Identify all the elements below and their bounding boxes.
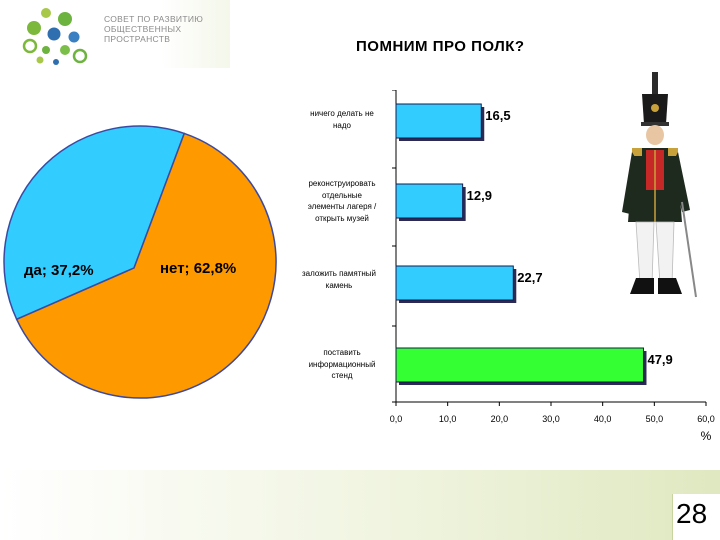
logo-dots-icon <box>22 8 88 65</box>
soldier-illustration <box>622 72 697 298</box>
category-label-line: ничего делать не <box>310 109 374 118</box>
logo-line: ПРОСТРАНСТВ <box>104 34 171 44</box>
bar <box>395 103 482 139</box>
bar <box>395 183 464 219</box>
category-label-line: элементы лагеря / <box>307 202 377 211</box>
category-label-line: информационный <box>308 359 376 369</box>
category-label-line: отдельные <box>322 190 362 200</box>
bar-value-label: 47,9 <box>647 352 672 367</box>
category-label: реконструировать отдельные элементы лаге… <box>287 178 397 224</box>
x-tick-label: 10,0 <box>439 414 457 424</box>
logo-text: СОВЕТ ПО РАЗВИТИЮ ОБЩЕСТВЕННЫХ ПРОСТРАНС… <box>104 14 224 44</box>
pie-chart <box>3 125 277 399</box>
bar-value-label: 22,7 <box>517 270 542 285</box>
logo-area: СОВЕТ ПО РАЗВИТИЮ ОБЩЕСТВЕННЫХ ПРОСТРАНС… <box>0 0 230 68</box>
logo-line: ОБЩЕСТВЕННЫХ <box>104 24 182 34</box>
x-axis-label: % <box>701 429 712 443</box>
x-tick-label: 0,0 <box>390 414 403 424</box>
x-tick-label: 50,0 <box>646 414 664 424</box>
page-number: 28 <box>676 498 708 529</box>
category-label-line: надо <box>333 120 351 130</box>
pie-slice-yes <box>3 125 186 321</box>
category-label-line: поставить <box>323 348 361 357</box>
category-label: ничего делать не надо <box>287 108 397 131</box>
page-title: ПОМНИМ ПРО ПОЛК? <box>356 38 525 55</box>
category-label-line: реконструировать <box>308 179 376 188</box>
x-tick-label: 20,0 <box>491 414 509 424</box>
pie-slice-no <box>15 132 277 399</box>
bar-chart: 0,0 10,0 20,0 30,0 40,0 50,0 60,0% 16,5 12,9 22,7… <box>390 90 715 443</box>
category-label: поставить информационный стенд <box>287 347 397 382</box>
x-tick-label: 60,0 <box>697 414 715 424</box>
category-label-line: заложить памятный <box>301 269 377 278</box>
x-tick-label: 30,0 <box>542 414 560 424</box>
category-label-line: стенд <box>331 371 353 380</box>
bar <box>395 265 514 301</box>
pie-label-yes: да; 37,2% <box>24 262 94 279</box>
page-number-box <box>672 494 720 540</box>
pie-label-no: нет; 62,8% <box>160 260 237 277</box>
category-label: заложить памятный камень <box>284 268 394 291</box>
x-tick-label: 40,0 <box>594 414 612 424</box>
bar-value-label: 16,5 <box>485 108 510 123</box>
footer-band <box>0 470 720 540</box>
logo-line: СОВЕТ ПО РАЗВИТИЮ <box>104 14 204 24</box>
bar <box>395 347 644 383</box>
category-label-line: открыть музей <box>315 213 369 223</box>
bar-value-label: 12,9 <box>467 188 492 203</box>
category-label-line: камень <box>325 280 353 290</box>
